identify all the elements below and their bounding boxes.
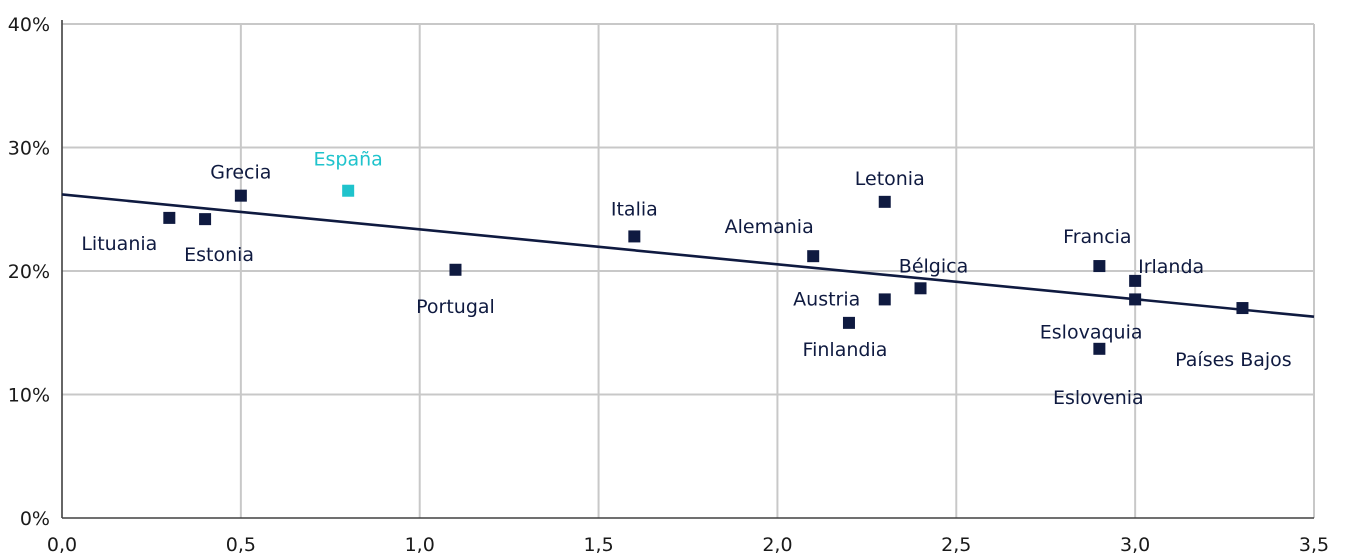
data-point xyxy=(807,250,820,263)
point-label: Alemania xyxy=(725,216,814,238)
x-tick-label: 2,5 xyxy=(941,534,971,556)
data-point xyxy=(449,263,462,276)
x-tick-label: 0,0 xyxy=(47,534,77,556)
data-point xyxy=(878,293,891,306)
point-label: España xyxy=(314,149,383,171)
data-point xyxy=(234,189,247,202)
point-label: Lituania xyxy=(81,233,157,255)
point-label: Letonia xyxy=(855,168,925,190)
grid-lines xyxy=(62,23,1315,518)
point-label: Eslovenia xyxy=(1053,387,1144,409)
trend-line xyxy=(61,193,1315,318)
point-label: Eslovaquia xyxy=(1040,321,1143,343)
point-label: Francia xyxy=(1063,226,1131,248)
point-label: Países Bajos xyxy=(1175,349,1292,371)
y-tick-label: 0% xyxy=(20,508,50,530)
point-label: Estonia xyxy=(184,244,254,266)
data-point xyxy=(628,230,641,243)
data-points xyxy=(163,184,1249,355)
data-point xyxy=(1093,260,1106,273)
x-tick-label: 1,5 xyxy=(583,534,613,556)
y-tick-label: 40% xyxy=(8,14,50,36)
data-point xyxy=(1129,274,1142,287)
x-tick-label: 0,5 xyxy=(226,534,256,556)
x-tick-label: 3,5 xyxy=(1299,534,1329,556)
tick-labels: 0,0 0,5 1,0 1,5 2,0 2,5 3,0 3,5 0% 10% 20% 30% 40% xyxy=(8,14,1329,556)
data-point xyxy=(342,184,355,197)
y-tick-label: 10% xyxy=(8,385,50,407)
data-point xyxy=(199,213,212,226)
x-tick-label: 3,0 xyxy=(1120,534,1150,556)
axes xyxy=(61,20,1314,519)
data-point xyxy=(1129,293,1142,306)
data-point xyxy=(878,195,891,208)
point-label: Finlandia xyxy=(803,339,888,361)
data-point xyxy=(1093,342,1106,355)
point-labels: Lituania Estonia Grecia España Portugal Itali… xyxy=(81,149,1291,409)
x-tick-label: 1,0 xyxy=(405,534,435,556)
point-label: Portugal xyxy=(416,296,495,318)
data-point xyxy=(1236,302,1249,315)
point-label: Bélgica xyxy=(899,255,968,277)
y-tick-label: 20% xyxy=(8,261,50,283)
y-tick-label: 30% xyxy=(8,138,50,160)
point-label: Austria xyxy=(793,288,860,310)
point-label: Grecia xyxy=(210,162,271,184)
point-label: Irlanda xyxy=(1138,256,1204,278)
trend-line-group xyxy=(61,193,1315,318)
data-point xyxy=(914,282,927,295)
point-label: Italia xyxy=(611,198,658,220)
x-tick-label: 2,0 xyxy=(762,534,792,556)
data-point xyxy=(163,211,176,224)
data-point xyxy=(842,316,855,329)
